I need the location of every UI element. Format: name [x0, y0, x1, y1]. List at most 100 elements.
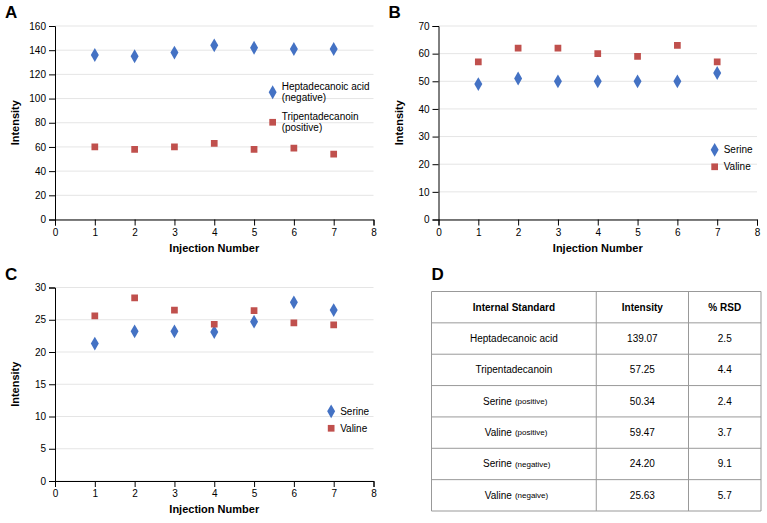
table-value: 2.5	[718, 333, 732, 344]
grid-line	[55, 448, 374, 449]
panel-label: A	[5, 3, 17, 22]
grid-line	[55, 171, 374, 172]
point	[594, 50, 601, 57]
y-tick: 40	[418, 104, 438, 115]
panel: 012345678010203040506070Injection Number…	[389, 3, 761, 254]
point	[91, 313, 98, 320]
x-tick: 2	[132, 481, 138, 499]
y-tick: 70	[418, 21, 438, 32]
point	[555, 45, 562, 52]
y-tick: 30	[35, 282, 55, 293]
y-axis: 020406080100120140160	[29, 21, 55, 226]
marks	[91, 294, 338, 350]
legend-label: Valine	[340, 423, 367, 434]
y-tick-mark	[49, 147, 55, 148]
x-tick-mark	[214, 220, 215, 226]
panel: 012345678051015202530Injection NumberInt…	[5, 265, 377, 516]
legend-label: Heptadecanoic acid(negative)	[282, 81, 370, 103]
y-tick-mark	[49, 74, 55, 75]
x-tick: 7	[331, 481, 337, 499]
series	[91, 294, 337, 328]
x-tick-mark	[254, 481, 255, 487]
point	[131, 146, 138, 153]
grid-line	[55, 122, 374, 123]
point	[330, 151, 337, 158]
legend-label: Serine	[340, 406, 369, 417]
legend: Serine Valine	[711, 143, 753, 172]
table-cell-note: (positive)	[515, 397, 548, 406]
legend-label: Serine	[724, 144, 753, 155]
y-tick-label: 30	[418, 131, 430, 142]
point	[674, 42, 681, 49]
y-tick: 140	[29, 45, 55, 56]
table-value: 4.4	[718, 364, 732, 375]
x-tick-label: 4	[212, 227, 218, 238]
table-cell-note: (positive)	[515, 428, 548, 437]
table-rule	[431, 292, 432, 512]
x-tick: 1	[93, 220, 99, 238]
point	[330, 322, 337, 329]
point	[291, 320, 298, 327]
y-tick-label: 40	[418, 104, 430, 115]
x-tick-mark	[135, 220, 136, 226]
y-tick-mark	[49, 288, 55, 289]
y-tick-mark	[49, 171, 55, 172]
y-axis-title: Intensity	[9, 361, 21, 407]
table-cell-note: (negative)	[515, 460, 551, 469]
legend-item: Valine	[711, 161, 751, 172]
point	[251, 146, 258, 153]
x-tick-mark	[294, 481, 295, 487]
x-tick-mark	[717, 220, 718, 226]
x-axis: 012345678	[53, 220, 378, 238]
point	[170, 46, 178, 60]
point	[330, 303, 338, 317]
y-tick: 20	[35, 347, 55, 358]
grid-line	[439, 191, 758, 192]
x-tick: 0	[53, 481, 59, 499]
x-tick-mark	[294, 220, 295, 226]
point	[91, 144, 98, 151]
panel-label: D	[432, 265, 444, 284]
y-tick: 100	[29, 93, 55, 104]
x-tick: 2	[132, 220, 138, 238]
point	[474, 77, 482, 91]
y-tick-label: 160	[29, 21, 46, 32]
point	[554, 74, 562, 88]
legend-symbol	[269, 85, 277, 99]
point	[170, 324, 178, 338]
y-tick-mark	[49, 417, 55, 418]
x-tick-mark	[174, 481, 175, 487]
y-tick-label: 70	[418, 21, 430, 32]
x-tick-label: 8	[755, 227, 761, 238]
x-tick-label: 0	[53, 488, 59, 499]
series	[475, 42, 721, 65]
legend-symbol	[711, 143, 719, 157]
point	[250, 41, 258, 55]
x-tick-mark	[638, 220, 639, 226]
x-tick-mark	[334, 481, 335, 487]
y-tick-label: 80	[35, 117, 47, 128]
y-tick-mark	[49, 195, 55, 196]
y-tick: 40	[35, 166, 55, 177]
x-tick: 5	[635, 220, 641, 238]
table-value: 59.47	[630, 427, 655, 438]
panel-label: C	[5, 265, 17, 284]
grid-line	[55, 352, 374, 353]
table-rule	[596, 292, 597, 512]
legend-label: Tripentadecanoin(positive)	[282, 111, 359, 133]
point	[514, 72, 522, 86]
y-tick: 60	[418, 48, 438, 59]
point	[475, 59, 482, 66]
y-tick-label: 0	[424, 214, 430, 225]
x-tick: 6	[675, 220, 681, 238]
series	[474, 66, 721, 91]
point	[634, 53, 641, 60]
x-tick-label: 5	[252, 488, 258, 499]
x-tick: 4	[212, 220, 218, 238]
y-tick: 20	[35, 190, 55, 201]
panel-label: B	[389, 3, 401, 22]
table-value: 50.34	[630, 396, 655, 407]
y-tick: 15	[35, 379, 55, 390]
table-value: 3.7	[718, 427, 732, 438]
point	[91, 337, 99, 351]
